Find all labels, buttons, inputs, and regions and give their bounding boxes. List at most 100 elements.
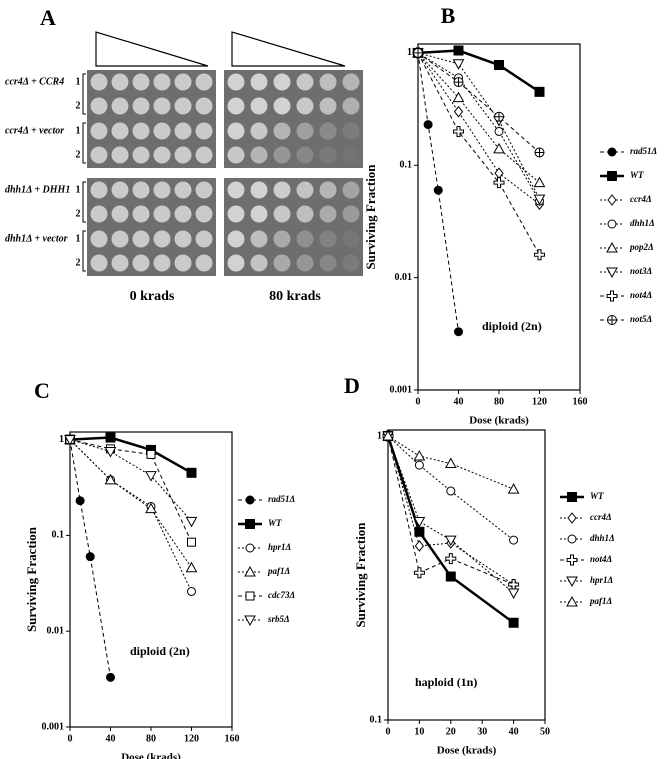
marker <box>509 535 519 545</box>
spot <box>153 122 171 140</box>
x-tick-label: 0 <box>68 733 73 744</box>
spot <box>111 146 129 164</box>
y-tick-label: 0.1 <box>370 714 383 725</box>
spot <box>319 146 337 164</box>
marker <box>508 579 520 591</box>
dose-wedge <box>231 31 346 67</box>
spot <box>296 73 314 91</box>
marker <box>534 249 545 261</box>
marker <box>146 449 156 459</box>
clone-label: 2 <box>76 149 81 160</box>
marker <box>494 126 504 136</box>
marker <box>453 125 464 137</box>
series-line <box>387 435 514 585</box>
spot <box>296 254 314 272</box>
spot <box>319 181 337 199</box>
spot-assay: 1 2 1 2 ccr4Δ + CCR4 ccr4Δ + vector 1 2 1 2 dhh1Δ … <box>5 70 363 276</box>
spot <box>111 97 129 115</box>
spot <box>153 181 171 199</box>
series-line <box>69 439 192 522</box>
spot <box>90 205 108 223</box>
spot <box>90 146 108 164</box>
series-line <box>417 52 540 255</box>
marker <box>533 176 546 188</box>
legend-label: not4Δ <box>590 554 612 564</box>
spot <box>296 181 314 199</box>
x-tick-label: 80 <box>146 733 156 744</box>
x-tick-label: 160 <box>573 396 588 407</box>
spot <box>342 146 360 164</box>
legend-marker <box>566 595 578 607</box>
marker <box>508 617 519 628</box>
spot <box>132 122 150 140</box>
x-tick-label: 30 <box>477 726 487 737</box>
spot <box>90 73 108 91</box>
spot <box>342 97 360 115</box>
clone-label: 1 <box>76 184 81 195</box>
y-tick-label: 1 <box>407 47 412 58</box>
spot <box>174 97 192 115</box>
legend-marker <box>566 554 578 566</box>
spot <box>195 122 213 140</box>
clone-label: 1 <box>76 233 81 244</box>
series-line <box>387 435 514 490</box>
spot <box>319 254 337 272</box>
annotation: diploid (2n) <box>130 644 190 658</box>
marker <box>453 77 464 88</box>
marker <box>75 496 85 506</box>
spot <box>90 181 108 199</box>
marker <box>423 120 433 130</box>
x-axis-label: Dose (krads) <box>121 752 181 759</box>
marker <box>413 47 423 58</box>
spot <box>342 254 360 272</box>
legend-label: dhh1Δ <box>590 533 615 543</box>
series-line <box>417 52 540 202</box>
spot <box>227 181 245 199</box>
x-axis-label: Dose (krads) <box>469 415 529 427</box>
legend-marker <box>245 495 255 505</box>
clone-label: 1 <box>76 125 81 136</box>
spot <box>111 205 129 223</box>
spot <box>174 73 192 91</box>
spot <box>227 97 245 115</box>
legend-label: hpr1Δ <box>590 575 613 585</box>
x-tick-label: 20 <box>446 726 456 737</box>
legend-label: not4Δ <box>630 290 652 300</box>
legend-marker <box>245 543 255 553</box>
series-line <box>417 52 540 205</box>
marker <box>534 147 545 158</box>
spot <box>111 73 129 91</box>
legend-marker <box>607 219 617 229</box>
spot <box>342 230 360 248</box>
legend-marker <box>607 171 617 181</box>
series-line <box>417 52 540 153</box>
x-tick-label: 0 <box>416 396 421 407</box>
legend-marker <box>567 512 577 524</box>
spot <box>111 254 129 272</box>
y-tick-label: 0.001 <box>390 384 413 395</box>
spot <box>319 73 337 91</box>
marker <box>452 91 465 103</box>
marker <box>493 177 505 189</box>
spot <box>153 254 171 272</box>
marker <box>507 483 520 494</box>
x-tick-label: 120 <box>532 396 547 407</box>
legend-marker <box>607 194 617 206</box>
spot <box>273 181 291 199</box>
spot <box>250 230 268 248</box>
spot <box>153 146 171 164</box>
marker <box>507 588 520 600</box>
spot <box>296 146 314 164</box>
marker <box>445 571 456 582</box>
legend-label: ccr4Δ <box>590 512 612 522</box>
legend-marker <box>607 147 617 157</box>
spot <box>273 254 291 272</box>
marker <box>85 552 95 562</box>
spot <box>153 205 171 223</box>
x-tick-label: 50 <box>540 726 550 737</box>
marker <box>186 467 197 478</box>
legend-marker <box>245 519 255 529</box>
marker <box>413 450 426 461</box>
marker <box>382 429 394 441</box>
marker <box>454 327 463 337</box>
